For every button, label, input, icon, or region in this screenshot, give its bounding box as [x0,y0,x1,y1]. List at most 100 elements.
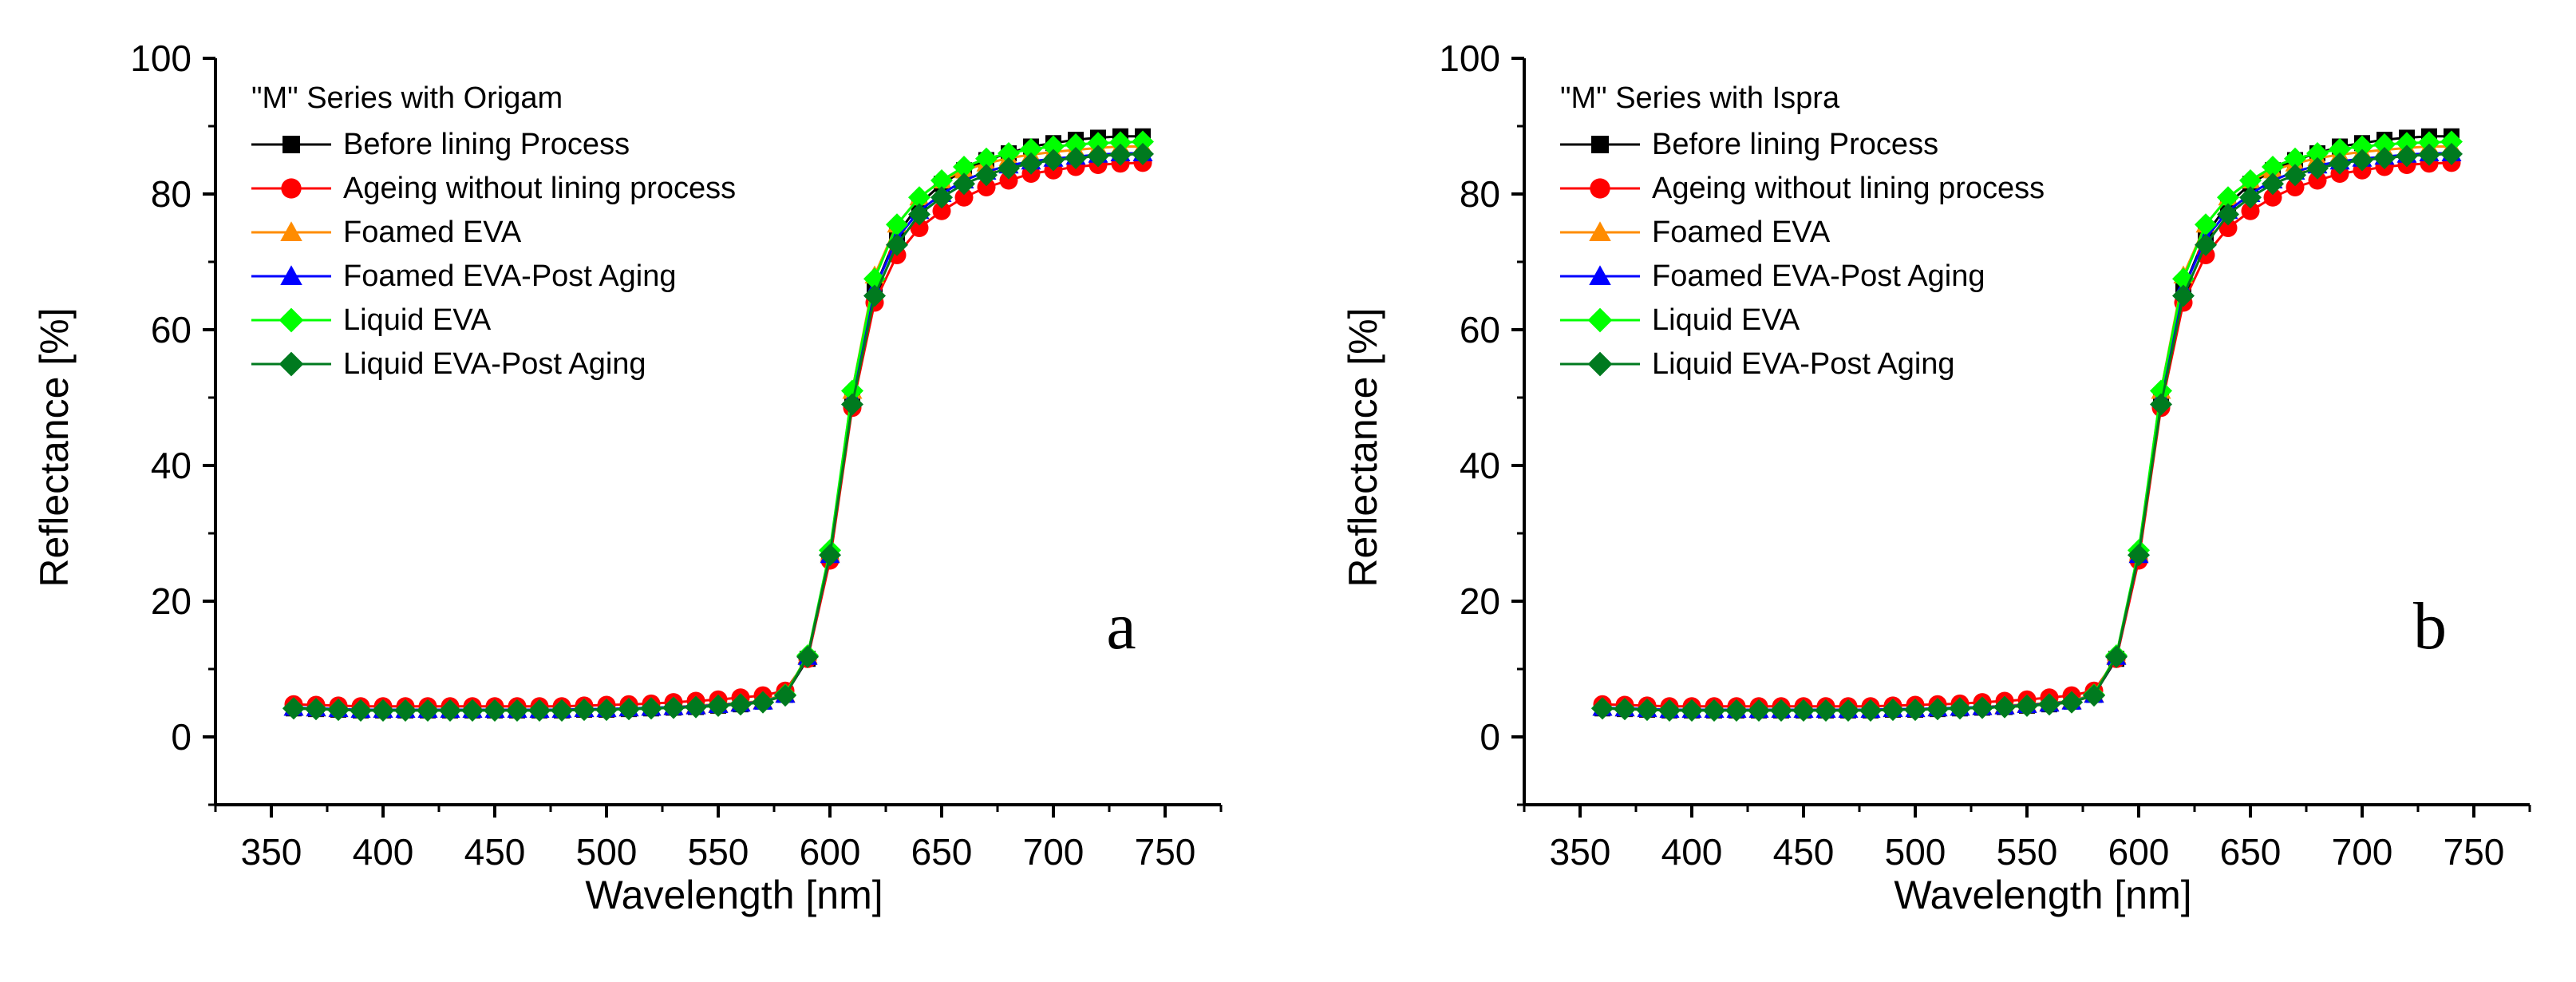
data-point [886,233,908,256]
x-tick-label: 500 [576,831,638,873]
data-point [2306,156,2329,180]
data-point [910,219,929,237]
chart-panel-b: 0 20 40 60 80 100 350 400 450 500 550 600 650 700 750 W… [1341,38,2531,917]
data-point [2241,201,2260,220]
y-tick-label: 40 [151,445,192,486]
y-tick-label: 60 [151,309,192,350]
data-point [1020,152,1042,175]
data-point [1882,699,1904,721]
data-point [2128,544,2150,567]
data-point [953,156,975,178]
data-point [1770,699,1792,722]
legend-label: Before lining Process [343,128,630,161]
y-tick-label: 20 [151,580,192,622]
data-point [640,697,662,720]
data-point [327,699,350,721]
legend-marker [1590,178,1610,199]
legend-marker [1587,307,1613,333]
data-point [528,699,551,722]
legend-marker [279,307,304,333]
data-point [662,696,685,719]
data-point [752,691,774,714]
data-point [2262,156,2284,178]
data-point [1658,699,1681,722]
data-point [953,172,975,196]
data-point [819,544,841,567]
data-point [1109,131,1132,154]
data-point [977,178,996,196]
series-liquid-eva-post-aging [282,142,1154,722]
data-point [1132,142,1154,165]
legend-label: Before lining Process [1652,128,1938,161]
legend-marker [280,221,302,241]
data-point [2286,178,2305,196]
data-point [2396,132,2418,155]
data-point [998,142,1020,164]
y-tick-label: 60 [1460,309,1500,350]
data-point [2440,130,2463,153]
data-point [1837,699,1859,722]
data-point [841,393,863,416]
legend-label: Liquid EVA [1652,303,1800,337]
data-point [1904,699,1926,721]
x-tick-label: 400 [353,831,414,873]
data-point [2172,284,2195,307]
data-point [2083,684,2105,707]
data-point [863,284,886,307]
data-point [1725,699,1748,722]
x-tick-label: 700 [2332,831,2393,873]
data-point [2284,147,2306,170]
data-point [595,699,618,721]
data-point [2195,233,2217,256]
data-point [1042,148,1065,172]
data-point [707,694,729,717]
data-point [685,695,707,719]
data-point [774,684,796,707]
data-point [729,693,752,716]
x-tick-label: 750 [1135,831,1196,873]
x-tick-label: 750 [2444,831,2505,873]
x-tick-label: 550 [688,831,749,873]
data-point [2239,169,2262,192]
legend-label: Ageing without lining process [1652,172,2045,205]
data-point [1792,699,1815,722]
data-point [394,699,417,722]
y-tick-label: 20 [1460,580,1500,622]
data-point [2351,148,2373,172]
legend-label: Liquid EVA [343,303,492,337]
x-tick-label: 600 [800,831,861,873]
x-tick-label: 450 [1773,831,1835,873]
data-point [2218,219,2238,237]
data-point [2329,152,2351,175]
data-point [2329,137,2351,160]
data-point [1993,695,2016,719]
data-point [2239,186,2262,209]
data-point [2217,186,2239,209]
y-tick-label: 0 [171,716,192,758]
data-point [2373,146,2396,169]
data-point [372,699,394,722]
data-point [618,698,640,721]
data-point [1636,699,1658,721]
data-point [1065,133,1087,156]
legend-title: "M" Series with Ispra [1560,81,1840,115]
y-tick-label: 80 [1460,173,1500,215]
y-axis-title: Reflectance [%] [1341,307,1385,587]
data-point [1132,130,1154,153]
x-tick-label: 700 [1023,831,1085,873]
legend-label: Ageing without lining process [343,172,736,205]
data-point [2440,142,2463,165]
data-point [998,156,1020,180]
legend-marker [280,265,302,285]
legend-marker [281,178,302,199]
x-tick-label: 650 [2220,831,2282,873]
x-tick-label: 350 [1550,831,1611,873]
legend-title: "M" Series with Origam [251,81,563,115]
x-tick-label: 500 [1885,831,1946,873]
y-tick-label: 100 [1439,38,1500,79]
series-liquid-eva-post-aging [1591,142,2463,722]
y-tick-label: 40 [1460,445,1500,486]
data-point [1859,699,1882,722]
data-point [908,203,930,226]
